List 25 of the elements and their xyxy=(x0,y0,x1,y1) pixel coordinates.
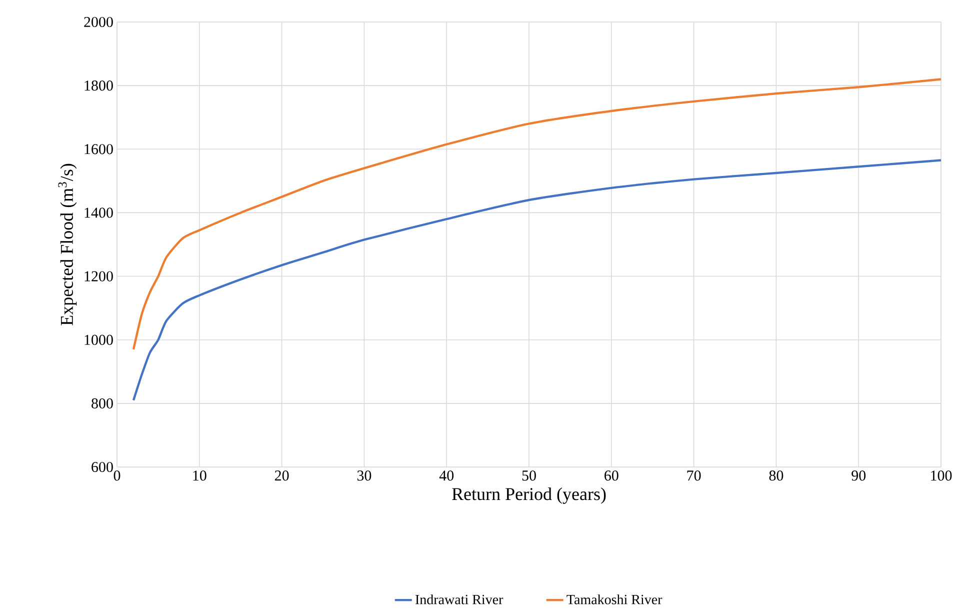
x-tick-label: 10 xyxy=(193,470,206,481)
legend-label: Indrawati River xyxy=(415,594,504,604)
line-series xyxy=(132,159,942,402)
y-tick-label: 800 xyxy=(92,398,113,408)
x-tick-label: 70 xyxy=(687,470,701,481)
x-tick-label: 90 xyxy=(852,470,866,481)
x-tick-label: 100 xyxy=(931,470,952,481)
x-tick-label: 30 xyxy=(357,470,372,481)
y-tick-label: 1600 xyxy=(84,144,113,154)
y-tick-label: 1200 xyxy=(84,271,113,282)
y-tick-label: 1400 xyxy=(84,208,113,218)
y-tick-label: 2000 xyxy=(84,16,113,28)
y-tick-label: 600 xyxy=(92,462,113,472)
x-tick-label: 60 xyxy=(604,470,618,481)
x-tick-label: 50 xyxy=(522,470,536,481)
x-tick-label: 20 xyxy=(274,470,289,481)
y-axis-title: Expected Flood (m$^{3}$/s) xyxy=(58,164,77,326)
y-tick-label: 1800 xyxy=(84,80,113,91)
x-tick-label: 0 xyxy=(114,470,120,481)
x-axis-title: Return Period (years) xyxy=(452,487,606,504)
legend-label: Tamakoshi River xyxy=(566,594,662,604)
x-tick-label: 40 xyxy=(439,470,454,481)
y-tick-label: 1000 xyxy=(84,334,113,345)
x-tick-label: 80 xyxy=(769,470,784,481)
line-series xyxy=(132,78,942,350)
